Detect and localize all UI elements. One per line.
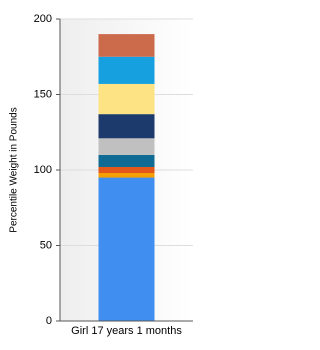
x-tick-label: Girl 17 years 1 months	[71, 325, 182, 337]
y-tick-label: 150	[34, 88, 52, 100]
y-tick-label: 100	[34, 164, 52, 176]
y-axis-label: Percentile Weight in Pounds	[9, 107, 20, 232]
chart: Percentile Weight in Pounds 0 50 100 150 200…	[9, 13, 193, 337]
y-tick-label: 0	[46, 315, 52, 327]
bar-segment	[98, 34, 155, 57]
bar-segment	[98, 177, 155, 321]
bar-segment	[98, 56, 155, 84]
bar-segment	[98, 114, 155, 139]
bar-segment	[98, 138, 155, 155]
y-tick-label: 200	[34, 13, 52, 25]
bar-segment	[98, 83, 155, 115]
y-tick-label: 50	[40, 239, 52, 251]
bar-segment	[98, 154, 155, 167]
bar-segment	[98, 166, 155, 174]
bar-segment	[98, 173, 155, 178]
